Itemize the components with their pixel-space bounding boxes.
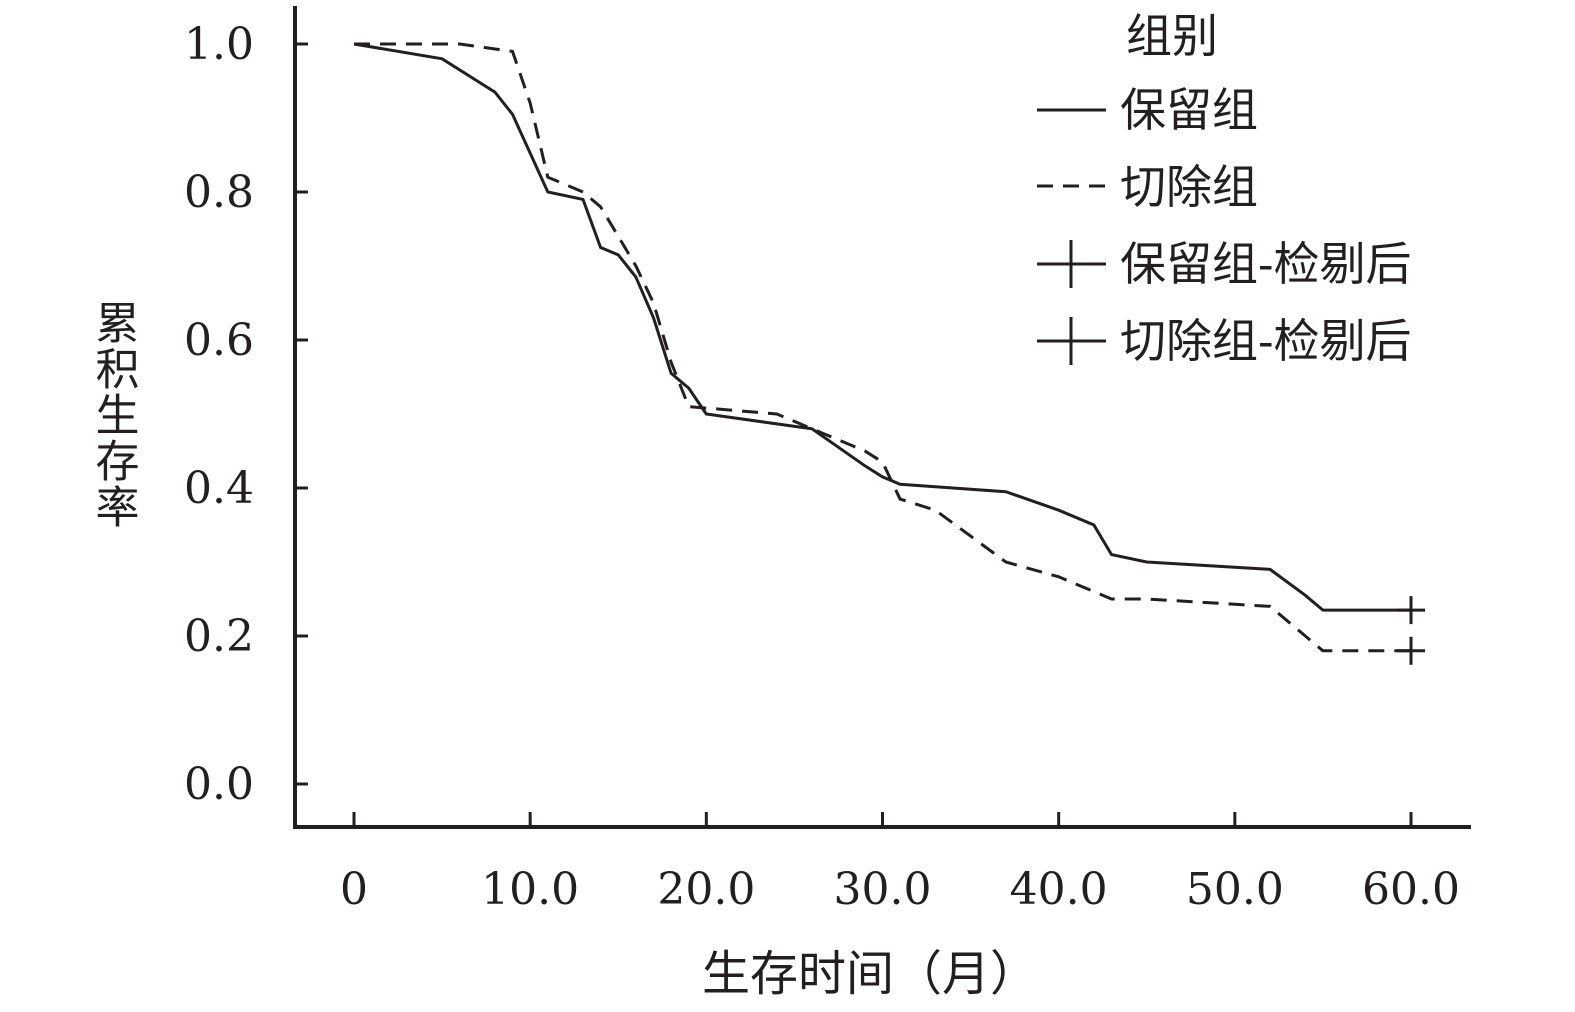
legend: 组别 保留组 切除组 保留组-检剔后 切除组-检剔后 [1037, 9, 1412, 368]
y-tick-label: 1.0 [184, 19, 254, 70]
x-tick-label: 20.0 [657, 864, 755, 915]
series-line-retained [353, 42, 1411, 612]
legend-label-resected: 切除组 [1120, 160, 1258, 214]
x-tick-label: 40.0 [1010, 864, 1108, 915]
y-tick-label: 0.6 [184, 315, 254, 366]
legend-swatch-plus-retained [1037, 240, 1106, 288]
series-lines [353, 42, 1411, 653]
x-tick-label: 0 [340, 864, 368, 915]
series-line-resected [354, 42, 1411, 653]
censor-mark-retained [1397, 596, 1425, 625]
x-tick-label: 60.0 [1362, 864, 1460, 915]
legend-label-retained-censored: 保留组-检剔后 [1120, 237, 1412, 291]
legend-label-retained: 保留组 [1120, 83, 1258, 137]
legend-title: 组别 [1126, 9, 1218, 63]
x-tick-label: 10.0 [481, 864, 579, 915]
y-tick-label: 0.4 [184, 463, 254, 514]
y-axis-label: 累积生存率 [88, 300, 139, 530]
y-ticks: 0.0 0.2 0.4 0.6 0.8 1.0 [184, 19, 308, 810]
x-ticks: 0 10.0 20.0 30.0 40.0 50.0 60.0 [340, 812, 1460, 915]
x-tick-label: 50.0 [1186, 864, 1284, 915]
y-tick-label: 0.2 [184, 611, 254, 662]
legend-swatch-plus-resected [1037, 317, 1106, 365]
legend-label-resected-censored: 切除组-检剔后 [1120, 314, 1412, 368]
censor-mark-resected [1397, 636, 1425, 665]
censor-marks [1397, 596, 1425, 665]
y-tick-label: 0.8 [184, 167, 254, 218]
x-axis-label: 生存时间（月） [702, 946, 1038, 1002]
y-tick-label: 0.0 [184, 759, 254, 810]
x-tick-label: 30.0 [834, 864, 932, 915]
